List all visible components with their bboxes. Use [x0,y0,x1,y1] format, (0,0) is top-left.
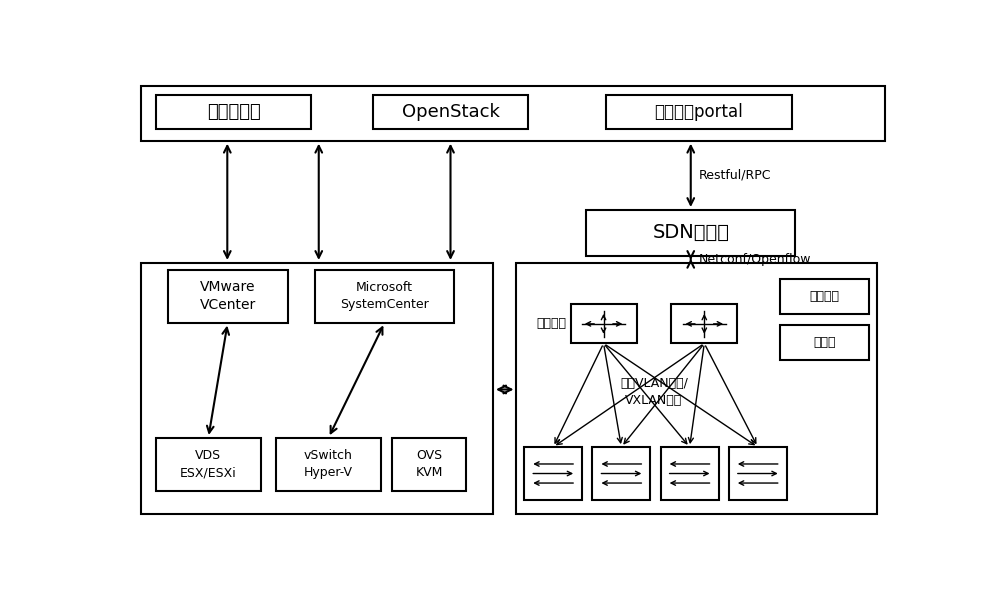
Text: 网络设备: 网络设备 [537,318,567,330]
Bar [276,438,381,491]
Bar [671,304,737,343]
Bar [373,95,528,129]
Text: SDN控制器: SDN控制器 [652,224,729,242]
Text: Netconf/Openflow: Netconf/Openflow [698,253,811,266]
Text: VDS
ESX/ESXi: VDS ESX/ESXi [180,449,237,480]
Bar [586,210,795,256]
Text: OpenStack: OpenStack [402,103,499,121]
Bar [524,447,582,500]
Text: vSwitch
Hyper-V: vSwitch Hyper-V [304,449,353,480]
Bar [780,279,869,313]
Bar [140,263,493,514]
Text: 防火墙: 防火墙 [813,336,836,349]
Text: 负载均衡: 负载均衡 [809,290,839,303]
Text: 传统VLAN网络/
VXLAN网络: 传统VLAN网络/ VXLAN网络 [620,377,688,407]
Bar [392,438,466,491]
Text: OVS
KVM: OVS KVM [415,449,443,480]
Text: Microsoft
SystemCenter: Microsoft SystemCenter [340,281,429,311]
Bar [140,86,885,141]
Text: 网络配置portal: 网络配置portal [654,103,743,121]
Bar [516,263,877,514]
Bar [156,95,311,129]
Bar [729,447,787,500]
Text: VMware
VCenter: VMware VCenter [200,280,256,312]
Bar [592,447,650,500]
Text: Restful/RPC: Restful/RPC [698,169,771,182]
Bar [606,95,792,129]
Bar [315,270,454,323]
Text: 云管理平台: 云管理平台 [207,103,260,121]
Bar [571,304,637,343]
Bar [168,270,288,323]
Bar [156,438,261,491]
Bar [780,325,869,359]
Bar [661,447,719,500]
